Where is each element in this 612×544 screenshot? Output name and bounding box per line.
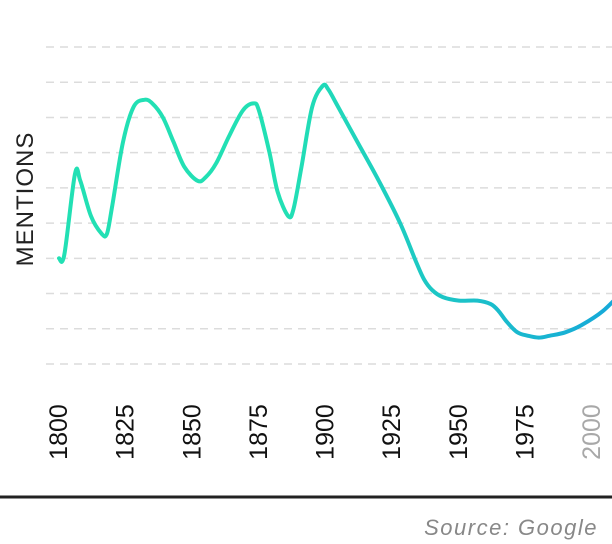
x-tick-label: 1850 [178,404,206,460]
x-tick-label: 1800 [45,404,73,460]
x-tick-label: 1975 [511,404,539,460]
series-line [57,82,612,340]
source-note: Source: Google [424,515,598,540]
x-tick-label: 1875 [245,404,273,460]
x-tick-label: 1950 [445,404,473,460]
x-tick-label: 2000 [578,404,606,460]
x-tick-label: 1825 [112,404,140,460]
x-tick-label: 1925 [378,404,406,460]
y-axis-label: MENTIONS [12,131,39,267]
x-tick-labels: 1800 1825 1850 1875 1900 1925 1950 1975 2000 [45,404,606,460]
grid-lines [46,46,612,365]
x-tick-label: 1900 [312,404,340,460]
